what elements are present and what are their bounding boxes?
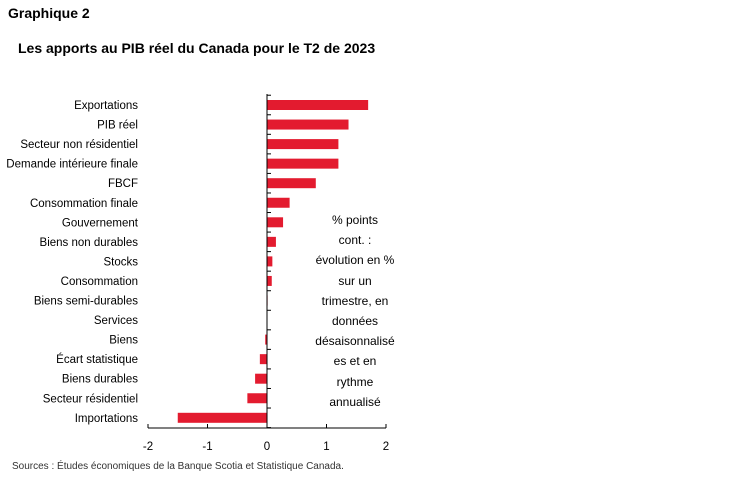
category-label: Importations [75, 413, 139, 425]
bar [267, 100, 369, 110]
category-label: FBCF [108, 178, 138, 190]
category-label: Secteur résidentiel [43, 393, 138, 405]
bar [267, 178, 316, 189]
x-tick-label: 1 [323, 441, 329, 453]
category-label: Consommation finale [30, 198, 138, 210]
bar [267, 119, 349, 130]
unit-note-line: annualisé [329, 394, 381, 409]
bar [267, 217, 284, 228]
unit-note-line: données [331, 314, 379, 329]
bar [267, 256, 273, 267]
unit-note-line: sur un [338, 273, 372, 288]
category-label: Demande intérieure finale [6, 159, 138, 171]
category-label: Secteur non résidentiel [20, 139, 138, 151]
x-tick-label: -2 [143, 441, 153, 453]
unit-note: % points cont. : évolution en % sur un trime… [300, 210, 410, 412]
bar [247, 393, 267, 404]
source-note: Sources : Études économiques de la Banqu… [12, 461, 344, 472]
unit-note-line: trimestre, en [321, 293, 389, 308]
category-label: Gouvernement [62, 217, 139, 229]
category-label: Biens [109, 335, 138, 347]
x-tick-label: 2 [383, 441, 389, 453]
bar [267, 139, 339, 150]
unit-note-line: rythme [336, 374, 374, 389]
unit-note-line: évolution en % [315, 253, 395, 268]
unit-note-line: désaisonnalisé [315, 334, 395, 349]
bar [255, 373, 267, 384]
x-tick-label: 0 [264, 441, 270, 453]
graph-label: Graphique 2 [8, 5, 90, 21]
category-label: Consommation [61, 276, 138, 288]
bar [177, 412, 267, 423]
category-label: Services [94, 315, 138, 327]
chart-title: Les apports au PIB réel du Canada pour l… [18, 40, 376, 56]
unit-note-line: % points [331, 213, 379, 227]
bar [267, 275, 272, 286]
category-label: Écart statistique [56, 353, 138, 366]
bar [259, 354, 267, 365]
category-label: Stocks [103, 256, 138, 268]
category-label: Biens semi-durables [34, 296, 138, 308]
category-label: PIB réel [97, 120, 138, 132]
category-label: Exportations [74, 100, 138, 112]
unit-note-line: es et en [333, 354, 377, 369]
category-label: Biens durables [62, 374, 138, 386]
x-tick-label: -1 [202, 441, 212, 453]
bar [267, 158, 339, 169]
bar [267, 236, 276, 247]
category-label: Biens non durables [40, 237, 139, 249]
bar [267, 197, 290, 208]
bar [265, 334, 267, 345]
unit-note-line: cont. : [338, 233, 372, 248]
